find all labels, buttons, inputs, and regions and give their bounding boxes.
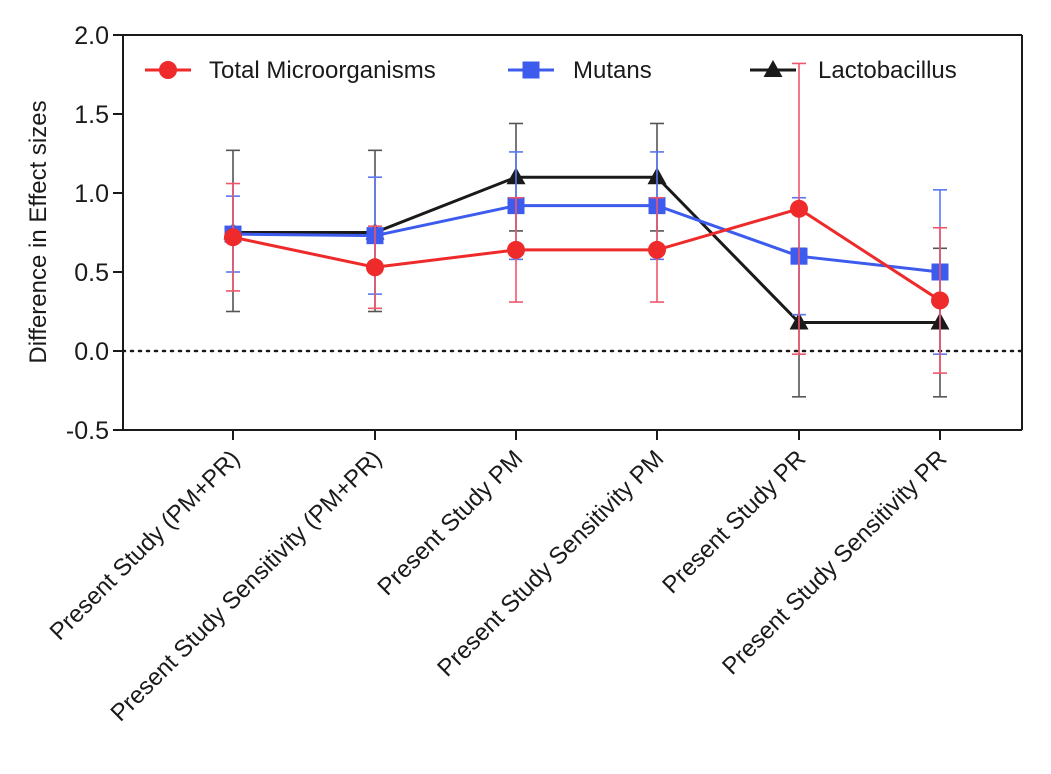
y-tick-label: 1.5 [74, 101, 109, 129]
data-point-circle [159, 61, 177, 79]
data-point-circle [790, 199, 808, 218]
series-line [233, 175, 940, 325]
legend: Total Microorganisms Mutans Lactobacillus [145, 57, 957, 84]
x-category-label: Present Study Sensitivity (PM+PR) [105, 445, 387, 727]
data-point-circle [366, 258, 384, 277]
legend-label: Mutans [573, 57, 652, 84]
x-category-label: Present Study PM [372, 445, 528, 601]
y-tick-label: 1.0 [74, 180, 109, 208]
series-line [232, 204, 941, 274]
legend-item: Mutans [508, 57, 652, 84]
legend-label: Total Microorganisms [209, 57, 436, 84]
y-tick-label: -0.5 [66, 417, 109, 445]
data-point-circle [931, 291, 949, 310]
plot-frame [122, 34, 1023, 431]
legend-label: Lactobacillus [818, 57, 957, 84]
data-point-circle [224, 228, 242, 247]
series-line [232, 207, 941, 302]
x-category-label: Present Study Sensitivity PR [717, 445, 952, 680]
y-tick-label: 0.5 [74, 259, 109, 287]
data-point-triangle [763, 60, 783, 77]
series-total-microorganisms [224, 62, 949, 374]
data-point-square [522, 61, 540, 79]
x-category-label: Present Study Sensitivity PM [432, 445, 669, 682]
legend-item: Total Microorganisms [145, 57, 436, 84]
x-axis-ticks: Present Study (PM+PR)Present Study Sensi… [45, 430, 952, 727]
series-layer [223, 62, 950, 398]
y-tick-label: 0.0 [74, 338, 109, 366]
data-point-circle [648, 240, 666, 259]
data-point-circle [507, 240, 525, 259]
legend-item: Lactobacillus [750, 57, 957, 84]
y-axis-title: Difference in Effect sizes [25, 100, 52, 363]
y-tick-label: 2.0 [74, 22, 109, 50]
y-axis-ticks: 2.0 1.5 1.0 0.5 0.0 -0.5 [66, 22, 123, 445]
x-category-label: Present Study PR [657, 445, 811, 599]
